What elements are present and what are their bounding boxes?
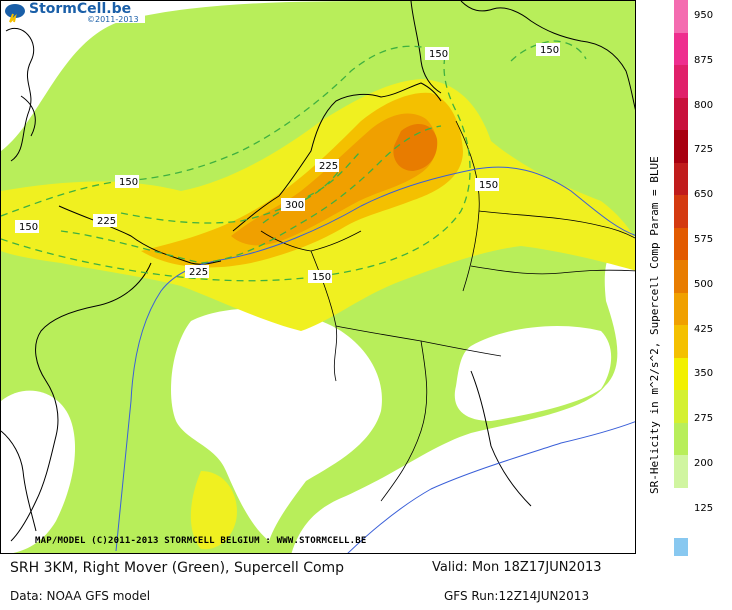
- contour-300: [262, 170, 340, 224]
- logo-text: StormCell.be: [29, 1, 132, 17]
- srh-contours: [1, 40, 587, 282]
- colorbar-segment: [674, 357, 688, 390]
- contour-label: 225: [319, 161, 338, 172]
- map-credit: MAP/MODEL (C)2011-2013 STORMCELL BELGIUM…: [35, 536, 367, 546]
- contour-225-inner: [120, 150, 362, 224]
- contour-150-ne: [510, 40, 587, 62]
- forecast-map: 150 150 150 225 300 150 225 150 150 225 …: [0, 0, 636, 554]
- colorbar-tick-label: 950: [694, 10, 714, 21]
- footer-title: SRH 3KM, Right Mover (Green), Supercell …: [10, 560, 345, 576]
- colorbar-tick-label: 500: [694, 278, 714, 290]
- colorbar-segment: [674, 97, 688, 130]
- border-poland: [478, 210, 635, 239]
- no-data-region-south: [171, 308, 382, 541]
- helicity-field-south: [190, 471, 237, 550]
- coast-jutland: [410, 1, 442, 94]
- contour-label: 150: [540, 45, 559, 56]
- colorbar-tick-label: 875: [694, 54, 714, 66]
- contour-label: 150: [479, 180, 498, 191]
- contour-label: 150: [312, 272, 331, 283]
- colorbar-segment: [674, 32, 688, 65]
- contour-label: 150: [19, 222, 38, 233]
- footer-valid-time: Valid: Mon 18Z17JUN2013: [432, 560, 602, 575]
- contour-label: 225: [189, 267, 208, 278]
- colorbar-segment: [674, 260, 688, 293]
- borders: [260, 120, 635, 502]
- contour-labels: 150 150 150 225 300 150 225 150 150 225: [15, 43, 560, 283]
- contour-150-north: [1, 45, 432, 217]
- colorbar-tick-label: 425: [694, 323, 714, 335]
- colorbar-tick-label: 125: [694, 502, 714, 514]
- colorbar-segment: [674, 292, 688, 325]
- footer-data-source: Data: NOAA GFS model: [10, 589, 151, 603]
- cloud-icon: [5, 4, 25, 23]
- border-italy: [380, 340, 428, 502]
- colorbar-segment: [674, 162, 688, 195]
- helicity-map-svg: 150 150 150 225 300 150 225 150 150 225: [1, 1, 635, 553]
- colorbar-segment: [674, 390, 688, 423]
- contour-225: [60, 125, 442, 264]
- helicity-field-425: [231, 113, 437, 246]
- border-benelux: [260, 230, 362, 252]
- coast-lowlands: [232, 82, 442, 232]
- colorbar-tick-label: 575: [694, 234, 714, 245]
- colorbar-segment: [674, 130, 688, 163]
- coast-iberia: [1, 430, 37, 532]
- colorbar-segment: [674, 422, 688, 455]
- colorbar-tick-label: 200: [694, 458, 714, 469]
- colorbar-segment: [674, 487, 688, 520]
- colorbar-tick-label: 275: [694, 413, 714, 425]
- colorbar-bottom-segment: [674, 538, 688, 556]
- coast-adriatic: [470, 370, 532, 507]
- stormcell-logo: StormCell.be ©2011-2013: [3, 1, 145, 24]
- border-czech: [470, 265, 635, 275]
- helicity-field-500: [393, 124, 438, 171]
- contour-label: 300: [285, 200, 304, 211]
- supercell-comp-contour: [115, 166, 635, 553]
- colorbar-segment: [674, 325, 688, 358]
- colorbar-segment: [674, 65, 688, 98]
- colorbar-tick-label: 725: [694, 144, 714, 156]
- colorbar-segment: [674, 227, 688, 260]
- colorbar-segment: [674, 455, 688, 488]
- logo-years: ©2011-2013: [87, 15, 139, 24]
- contour-label: 150: [429, 49, 448, 60]
- colorbar: [674, 0, 688, 556]
- parameter-label: SR-Helicity in m^2/s^2, Supercell Comp P…: [648, 156, 661, 494]
- coast-france-west: [10, 262, 152, 542]
- coast-baltic: [460, 1, 635, 111]
- contour-label: 150: [119, 177, 138, 188]
- coastlines: [1, 1, 635, 542]
- colorbar-segment: [674, 0, 688, 33]
- footer-model-run: GFS Run:12Z14JUN2013: [444, 589, 590, 603]
- colorbar-tick-label: 650: [694, 189, 714, 201]
- no-data-region-east: [454, 326, 612, 421]
- contour-label: 225: [97, 216, 116, 227]
- colorbar-tick-label: 350: [694, 368, 714, 380]
- colorbar-tick-label: 800: [694, 99, 714, 111]
- colorbar-segment: [674, 195, 688, 228]
- contour-150-outer: [1, 50, 471, 282]
